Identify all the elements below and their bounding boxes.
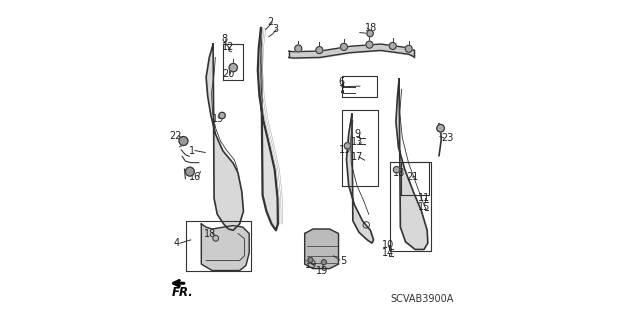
Polygon shape xyxy=(258,28,278,230)
Circle shape xyxy=(389,42,396,49)
Circle shape xyxy=(366,41,373,48)
Text: 8: 8 xyxy=(221,34,227,44)
Circle shape xyxy=(367,30,373,37)
Text: 21: 21 xyxy=(406,172,419,182)
Text: 9: 9 xyxy=(355,129,360,139)
Polygon shape xyxy=(206,44,243,230)
Circle shape xyxy=(295,45,302,52)
Text: 3: 3 xyxy=(272,24,278,34)
Circle shape xyxy=(321,260,326,265)
Text: 20: 20 xyxy=(222,69,235,79)
Text: 19: 19 xyxy=(339,145,351,155)
Text: 15: 15 xyxy=(417,202,430,212)
Text: 22: 22 xyxy=(170,130,182,141)
Text: SCVAB3900A: SCVAB3900A xyxy=(390,294,454,304)
Text: FR.: FR. xyxy=(172,286,193,299)
Polygon shape xyxy=(346,114,374,243)
Text: 1: 1 xyxy=(189,145,195,156)
Text: 18: 18 xyxy=(365,23,377,33)
Circle shape xyxy=(394,167,400,173)
Text: 17: 17 xyxy=(351,152,364,162)
Text: 10: 10 xyxy=(381,240,394,250)
Text: 19: 19 xyxy=(316,265,329,276)
Text: 7: 7 xyxy=(339,85,344,95)
Text: 19: 19 xyxy=(305,260,317,271)
Text: 2: 2 xyxy=(268,17,274,27)
Text: 23: 23 xyxy=(441,133,453,143)
Text: 18: 18 xyxy=(393,168,405,178)
Circle shape xyxy=(213,235,218,241)
Circle shape xyxy=(219,112,225,119)
Circle shape xyxy=(340,43,348,50)
Text: 18: 18 xyxy=(204,228,216,239)
Circle shape xyxy=(308,257,313,263)
Text: 19: 19 xyxy=(212,114,224,124)
Circle shape xyxy=(344,143,351,149)
Text: 5: 5 xyxy=(340,256,346,266)
Polygon shape xyxy=(396,79,428,249)
Text: 13: 13 xyxy=(351,137,364,147)
Text: 11: 11 xyxy=(417,193,430,204)
Circle shape xyxy=(229,63,237,72)
Text: 16: 16 xyxy=(189,172,201,182)
Text: 14: 14 xyxy=(381,248,394,258)
Circle shape xyxy=(316,47,323,54)
Polygon shape xyxy=(202,224,249,271)
Text: 6: 6 xyxy=(339,77,344,87)
Circle shape xyxy=(179,137,188,145)
Text: 4: 4 xyxy=(174,238,180,248)
Circle shape xyxy=(186,167,195,176)
Polygon shape xyxy=(305,229,339,269)
Circle shape xyxy=(405,45,412,52)
Circle shape xyxy=(436,124,444,132)
Text: 12: 12 xyxy=(222,42,234,52)
